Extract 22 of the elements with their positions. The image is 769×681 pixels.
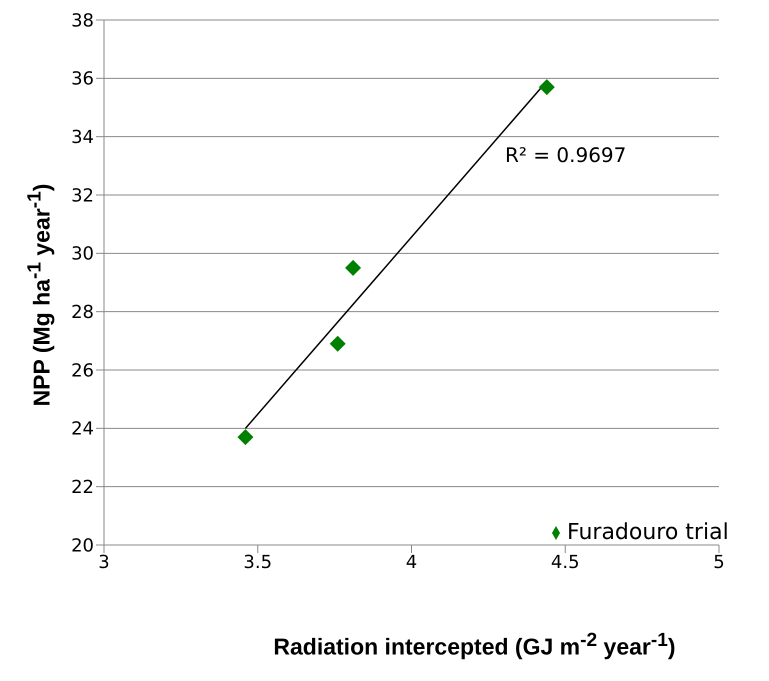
x-tick-label: 3.5 <box>243 552 272 573</box>
y-tick-label: 24 <box>71 418 94 440</box>
point <box>345 260 362 276</box>
y-tick-label: 34 <box>71 127 94 148</box>
point <box>538 79 555 96</box>
legend-label: Furadouro trial <box>567 520 729 545</box>
y-tick-label: 32 <box>71 185 94 206</box>
x-tick-label: 4 <box>406 552 418 573</box>
annotation: R² = 0.9697 <box>505 143 626 167</box>
y-tick-label: 20 <box>71 535 94 556</box>
y-tick-label: 28 <box>71 302 94 324</box>
x-axis-title: Radiation intercepted (GJ m$^{-2}$ year$^{-1}$) <box>272 630 677 661</box>
x-tick-label: 4.5 <box>550 552 580 573</box>
y-tick-label: 30 <box>71 244 94 265</box>
y-tick-label: 38 <box>71 10 94 32</box>
point <box>237 429 254 446</box>
y-tick-label: 22 <box>71 477 94 498</box>
point <box>330 336 346 352</box>
x-tick-label: 5 <box>713 552 725 573</box>
x-tick-label: 3 <box>98 552 110 573</box>
y-tick-label: 26 <box>71 360 94 382</box>
y-tick-label: 36 <box>71 68 94 90</box>
